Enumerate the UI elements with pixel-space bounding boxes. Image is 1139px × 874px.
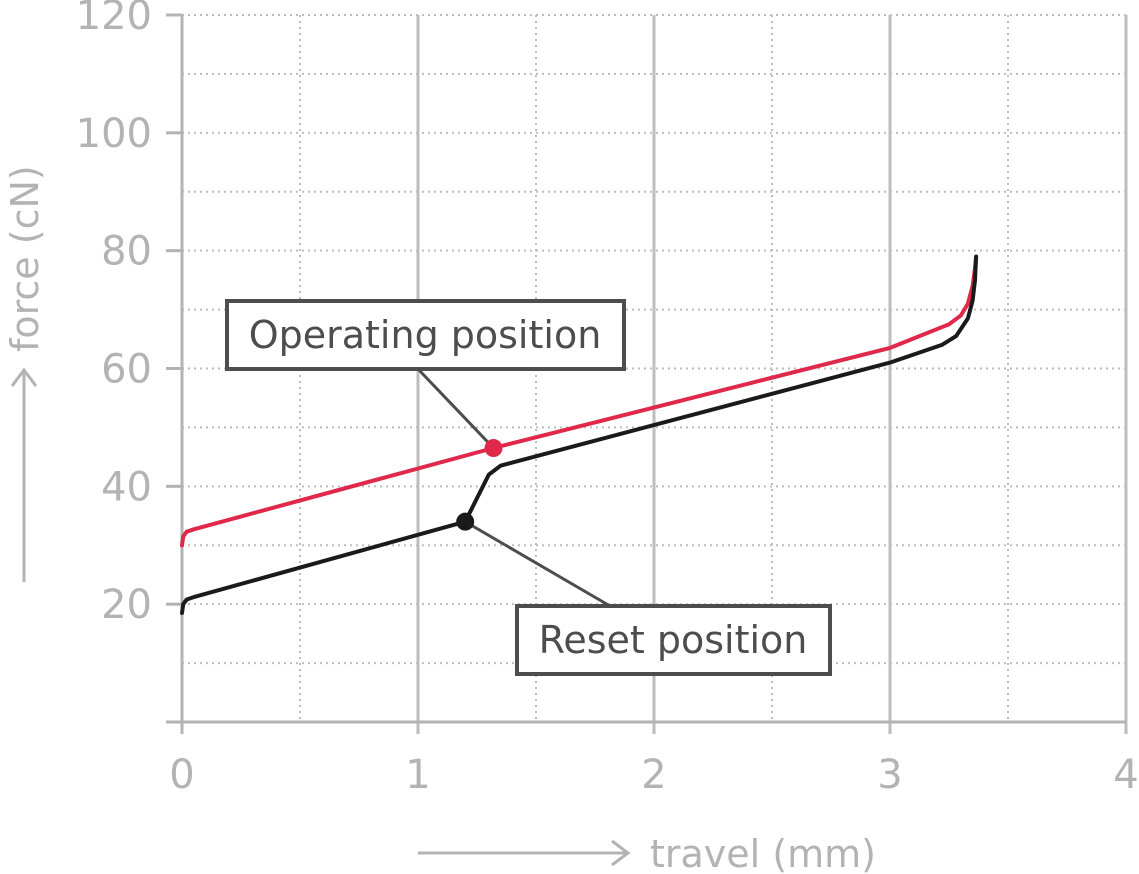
callout-box-operating xyxy=(225,299,626,371)
y-tick-label: 120 xyxy=(76,0,152,39)
marker-reset xyxy=(456,512,475,531)
y-tick-label: 60 xyxy=(101,347,152,393)
x-tick-label: 2 xyxy=(641,752,666,798)
callout-leader-reset xyxy=(464,520,611,608)
x-tick-label: 1 xyxy=(405,752,430,798)
x-tick-label: 3 xyxy=(877,752,902,798)
y-tick-label: 100 xyxy=(76,111,152,157)
y-axis-title: force (cN) xyxy=(3,165,47,352)
tick-labels: 20 40 60 80 100 120 0 1 2 3 4 xyxy=(76,0,1139,798)
x-axis-title: travel (mm) xyxy=(650,832,876,874)
x-tick-label: 4 xyxy=(1113,752,1138,798)
series-line-reset xyxy=(180,254,979,615)
x-axis-title-group: travel (mm) xyxy=(418,832,876,874)
y-axis-arrow-head xyxy=(10,367,38,387)
series xyxy=(180,254,979,615)
annotations: Operating position Reset position xyxy=(225,299,832,676)
x-tick-label: 0 xyxy=(169,752,194,798)
x-axis-arrow-head xyxy=(611,839,631,867)
callout-label-reset: Reset position xyxy=(539,618,808,662)
y-tick-label: 20 xyxy=(101,582,152,628)
callout-box-reset xyxy=(515,604,832,676)
callout-leader-operating xyxy=(416,367,495,450)
callout-label-operating: Operating position xyxy=(249,313,602,357)
marker-operating xyxy=(484,439,503,458)
y-axis-title-group: force (cN) xyxy=(3,165,47,582)
y-tick-label: 40 xyxy=(101,464,152,510)
y-tick-label: 80 xyxy=(101,229,152,275)
